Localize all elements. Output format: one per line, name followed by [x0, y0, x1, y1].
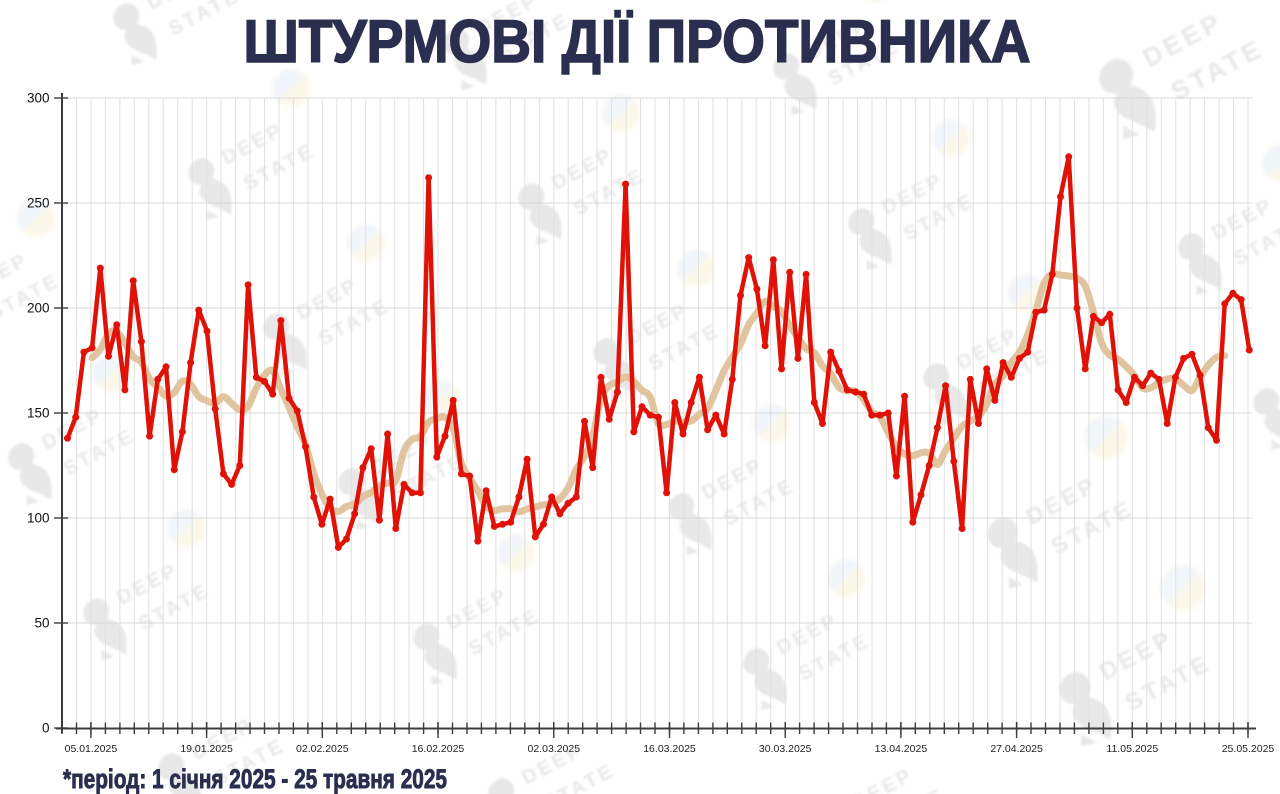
svg-text:16.03.2025: 16.03.2025	[643, 743, 696, 755]
svg-text:05.01.2025: 05.01.2025	[65, 743, 118, 755]
svg-text:02.02.2025: 02.02.2025	[296, 743, 349, 755]
svg-text:250: 250	[27, 196, 50, 211]
svg-text:27.04.2025: 27.04.2025	[990, 743, 1043, 755]
svg-text:50: 50	[34, 616, 49, 631]
svg-text:30.03.2025: 30.03.2025	[759, 743, 812, 755]
svg-text:ШТУРМОВІ ДІЇ ПРОТИВНИКА: ШТУРМОВІ ДІЇ ПРОТИВНИКА	[244, 8, 1031, 75]
svg-text:100: 100	[27, 511, 50, 526]
svg-text:11.05.2025: 11.05.2025	[1106, 743, 1158, 755]
svg-text:150: 150	[27, 406, 50, 421]
svg-text:0: 0	[42, 721, 50, 736]
svg-text:16.02.2025: 16.02.2025	[412, 743, 465, 755]
svg-text:*період: 1 січня 2025 - 25 тра: *період: 1 січня 2025 - 25 травня 2025	[63, 764, 447, 794]
svg-text:300: 300	[27, 91, 50, 106]
svg-text:13.04.2025: 13.04.2025	[875, 743, 928, 755]
svg-text:200: 200	[27, 301, 50, 316]
svg-text:19.01.2025: 19.01.2025	[180, 743, 233, 755]
svg-text:25.05.2025: 25.05.2025	[1222, 743, 1275, 755]
svg-text:02.03.2025: 02.03.2025	[528, 743, 581, 755]
